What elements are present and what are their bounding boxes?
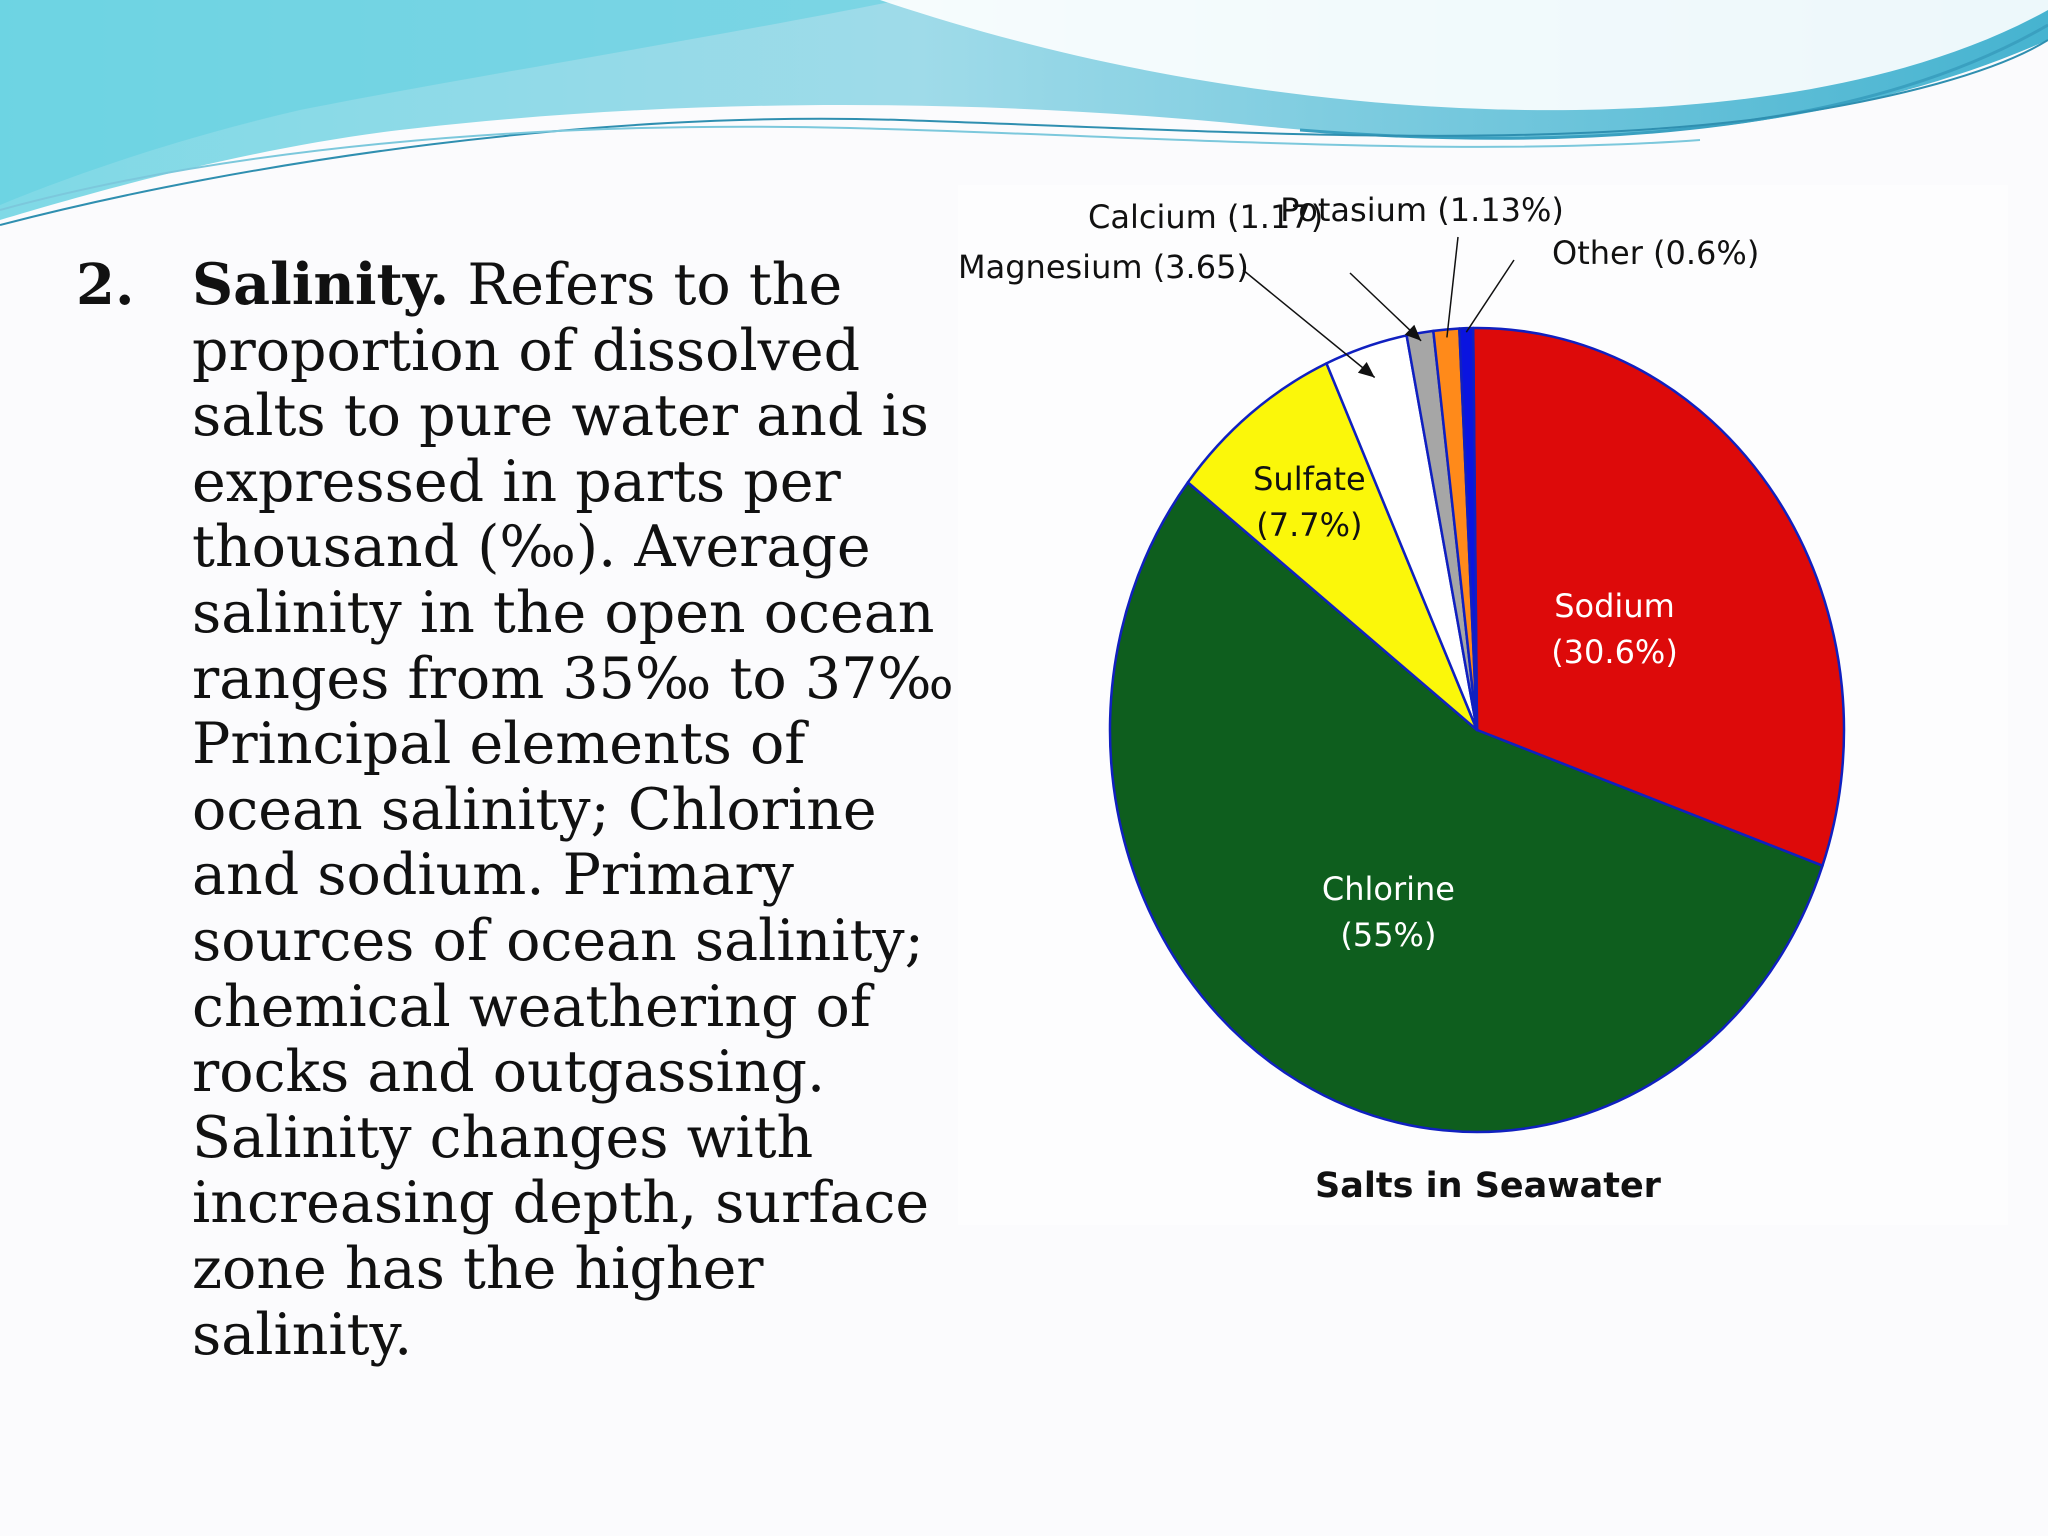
slice-label-calcium: Calcium (1.17) <box>1088 198 1323 236</box>
item-line: proportion of dissolved <box>192 317 861 384</box>
slice-labels: Sodium (30.6%) Chlorine (55%) Sulfate (7.7%) M… <box>958 191 1759 954</box>
slice-label-potasium: Potasium (1.13%) <box>1280 191 1564 229</box>
leader-line-other <box>1465 259 1515 333</box>
item-number: 2. <box>76 252 135 318</box>
leader-lines <box>1242 236 1515 379</box>
item-line: thousand (‰). Average <box>192 514 871 581</box>
slice-label-chlorine: Chlorine <box>1322 870 1455 908</box>
leader-line-magnesium <box>1242 269 1376 379</box>
pie-chart-panel: Sodium (30.6%) Chlorine (55%) Sulfate (7.7%) M… <box>958 185 2008 1225</box>
slice-label-sodium: Sodium <box>1554 587 1675 625</box>
chart-title: Salts in Seawater <box>1315 1166 1662 1206</box>
item-lead-word: Salinity. <box>192 251 450 318</box>
slice-label-sulfate: Sulfate <box>1253 460 1366 498</box>
slice-label-magnesium: Magnesium (3.65) <box>958 248 1249 286</box>
leader-arrowhead-magnesium <box>1357 362 1375 378</box>
slice-value-chlorine: (55%) <box>1340 916 1436 954</box>
slice-label-other: Other (0.6%) <box>1552 234 1759 272</box>
pie-chart: Sodium (30.6%) Chlorine (55%) Sulfate (7.7%) M… <box>958 191 1846 1206</box>
item-line: rocks and outgassing. <box>192 1039 826 1106</box>
leader-arrowhead-calcium <box>1404 324 1422 341</box>
item-line: salinity. <box>192 1301 413 1368</box>
pie-slice-other <box>1458 326 1479 732</box>
leader-line-potasium <box>1446 236 1459 338</box>
item-first-line: Salinity. Refers to the <box>192 252 992 319</box>
item-line: and sodium. Primary <box>192 842 794 909</box>
item-line: sources of ocean salinity; <box>192 907 924 974</box>
item-body-text: Salinity. Refers to the proportion of di… <box>192 252 992 1368</box>
item-line: ocean salinity; Chlorine <box>192 776 877 843</box>
pie-slice-sulfate <box>1186 362 1479 732</box>
item-line: increasing depth, surface <box>192 1170 930 1237</box>
leader-line-calcium <box>1349 272 1422 342</box>
item-line: salinity in the open ocean <box>192 579 935 646</box>
item-first-line-text: Refers to the <box>449 252 843 318</box>
slice-value-sodium: (30.6%) <box>1551 633 1678 671</box>
pie-slice-sodium <box>1471 326 1846 867</box>
item-line: Principal elements of <box>192 711 806 778</box>
slice-value-sulfate: (7.7%) <box>1256 506 1362 544</box>
item-line: ranges from 35‰ to 37‰. <box>192 645 972 712</box>
item-line: expressed in parts per <box>192 448 841 515</box>
item-line: Salinity changes with <box>192 1104 814 1171</box>
item-line: chemical weathering of <box>192 973 871 1040</box>
item-line: salts to pure water and is <box>192 383 929 450</box>
header-wave-decoration <box>0 0 2048 226</box>
pie-slices <box>1108 326 1846 1134</box>
pie-slice-chlorine <box>1108 481 1824 1134</box>
item-line: zone has the higher <box>192 1235 764 1302</box>
